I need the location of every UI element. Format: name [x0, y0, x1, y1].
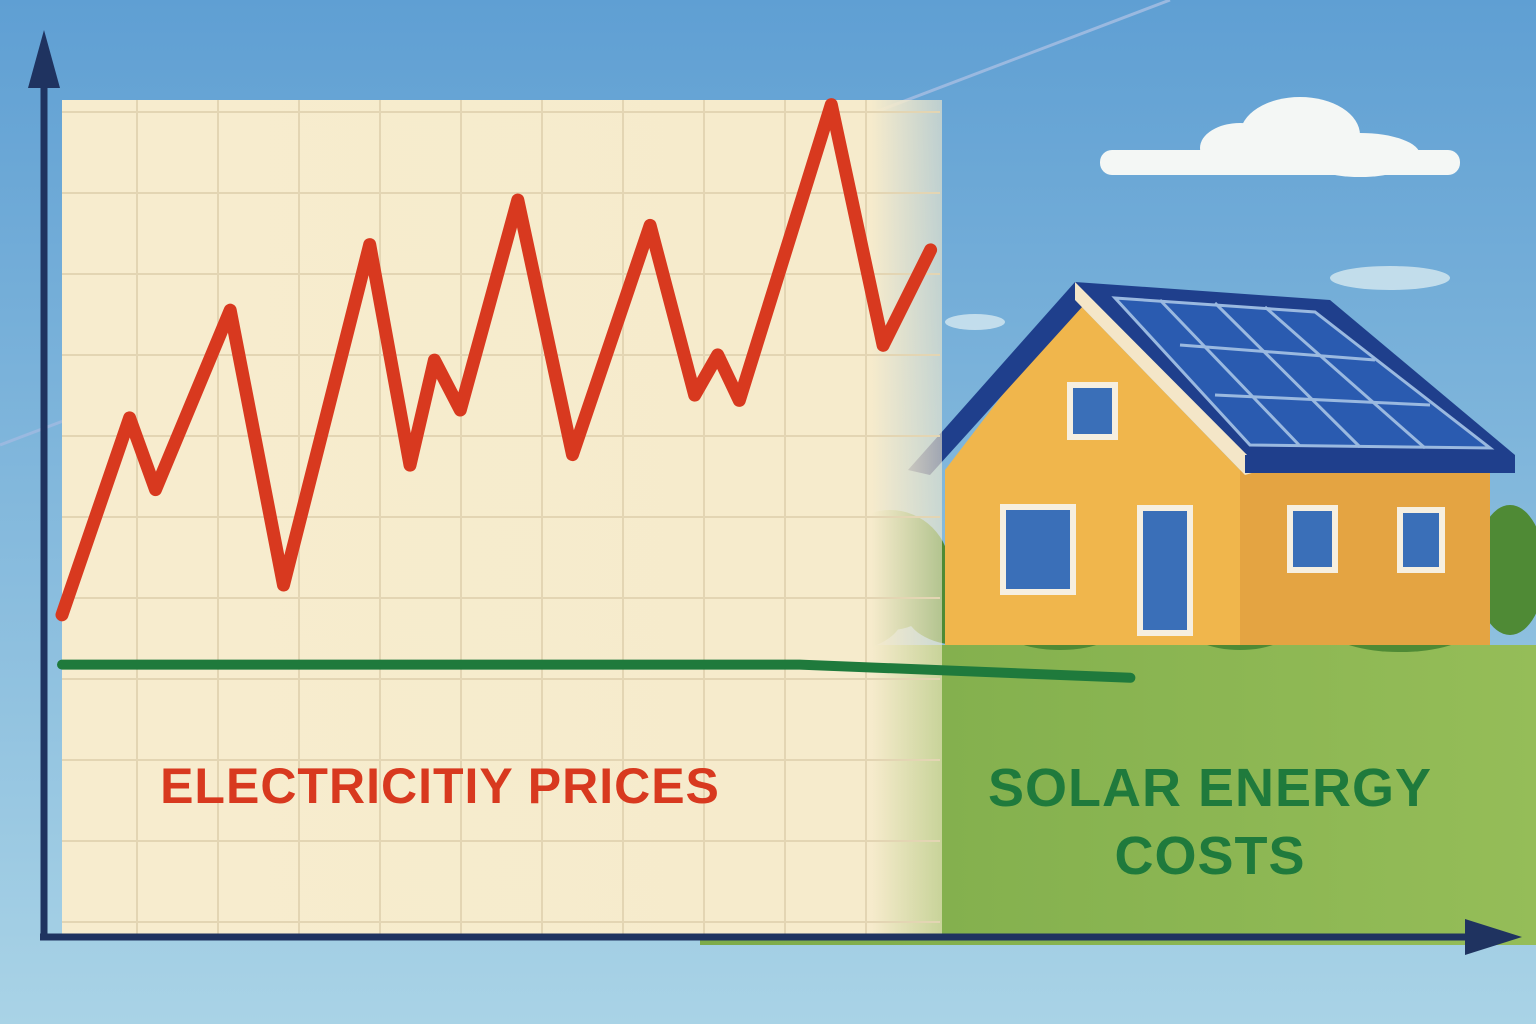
cloud: [1100, 97, 1460, 177]
house: [0, 0, 1515, 645]
small-cloud: [945, 266, 1450, 330]
plot: [55, 98, 1136, 683]
series-label: ELECTRICITIY PRICES: [160, 758, 720, 814]
y-axis-arrow: [28, 30, 60, 88]
series-line: [55, 98, 938, 622]
axes: [28, 30, 1522, 955]
series-line: [57, 659, 1136, 683]
series-label: SOLAR ENERGY COSTS: [987, 758, 1433, 886]
x-axis-arrow: [1465, 919, 1522, 955]
